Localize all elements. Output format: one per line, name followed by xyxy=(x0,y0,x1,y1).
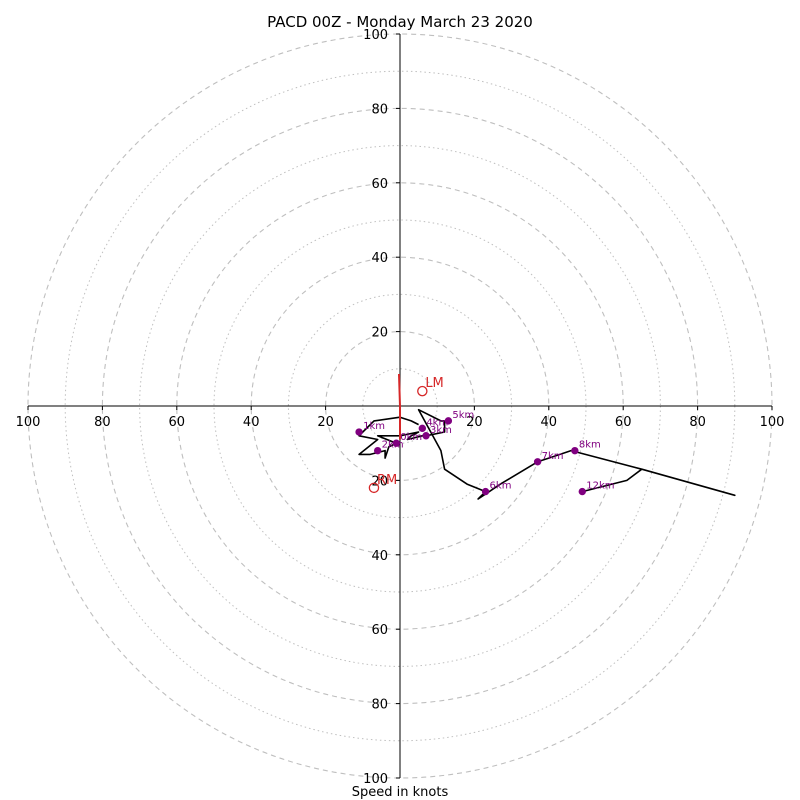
height-label-5km: 5km xyxy=(452,410,474,421)
x-tick-label: 40 xyxy=(541,415,558,430)
y-tick-label: 60 xyxy=(371,623,388,638)
height-marker-3km xyxy=(422,432,430,440)
y-tick-label: 20 xyxy=(371,326,388,341)
x-tick-label: 80 xyxy=(689,415,706,430)
height-marker-5km xyxy=(444,417,453,425)
y-tick-label: 20 xyxy=(371,474,388,489)
x-tick-label: 20 xyxy=(317,415,334,430)
height-marker-4km xyxy=(418,424,427,433)
storm-motion-label-LM: LM xyxy=(425,376,443,391)
x-tick-label: 60 xyxy=(615,415,632,430)
height-marker-7km xyxy=(533,458,542,466)
x-tick-label: 20 xyxy=(466,415,483,430)
height-marker-8km xyxy=(571,446,579,455)
storm-motion-vector xyxy=(398,373,401,407)
storm-motion-label-RM: RM xyxy=(377,473,397,488)
y-tick-label: 80 xyxy=(371,102,388,117)
height-marker-6km xyxy=(481,487,490,496)
hodograph-trace xyxy=(358,408,736,500)
height-label-3km: 3km xyxy=(430,425,452,436)
tick-labels: 100 80 60 40 20 20 40 60 80 100 100 80 60 40 20 20 40 60 8… xyxy=(16,28,785,787)
y-tick-label: 40 xyxy=(371,251,388,266)
mean-wind xyxy=(398,373,401,440)
height-label-7km: 7km xyxy=(542,451,564,462)
storm-motion-LM xyxy=(417,385,428,397)
height-marker-2km xyxy=(373,446,382,455)
height-marker-1km xyxy=(355,428,363,436)
y-tick-label: 60 xyxy=(371,177,388,192)
storm-motions: LM RM xyxy=(368,376,444,494)
storm-motion-RM xyxy=(368,482,380,494)
height-label-12km: 12km xyxy=(586,481,614,492)
y-tick-label: 40 xyxy=(371,549,388,564)
height-marker-12km xyxy=(578,487,586,496)
x-tick-label: 40 xyxy=(243,415,260,430)
hodograph-line xyxy=(358,408,736,500)
height-label-8km: 8km xyxy=(579,440,601,451)
height-marker-0km xyxy=(392,439,400,447)
y-tick-label: 80 xyxy=(371,698,388,713)
y-tick-label: 100 xyxy=(363,28,388,43)
height-label-0km: 0km xyxy=(400,432,422,443)
chart-title: PACD 00Z - Monday March 23 2020 xyxy=(267,13,533,31)
x-tick-label: 60 xyxy=(169,415,186,430)
height-label-2km: 2km xyxy=(382,440,404,451)
x-tick-label: 100 xyxy=(16,415,41,430)
x-axis-label: Speed in knots xyxy=(352,785,449,800)
y-tick-label: 100 xyxy=(363,772,388,787)
x-tick-label: 80 xyxy=(94,415,111,430)
height-label-1km: 1km xyxy=(363,421,385,432)
height-label-6km: 6km xyxy=(490,481,512,492)
x-tick-label: 100 xyxy=(760,415,785,430)
height-label-4km: 4km xyxy=(426,417,448,428)
